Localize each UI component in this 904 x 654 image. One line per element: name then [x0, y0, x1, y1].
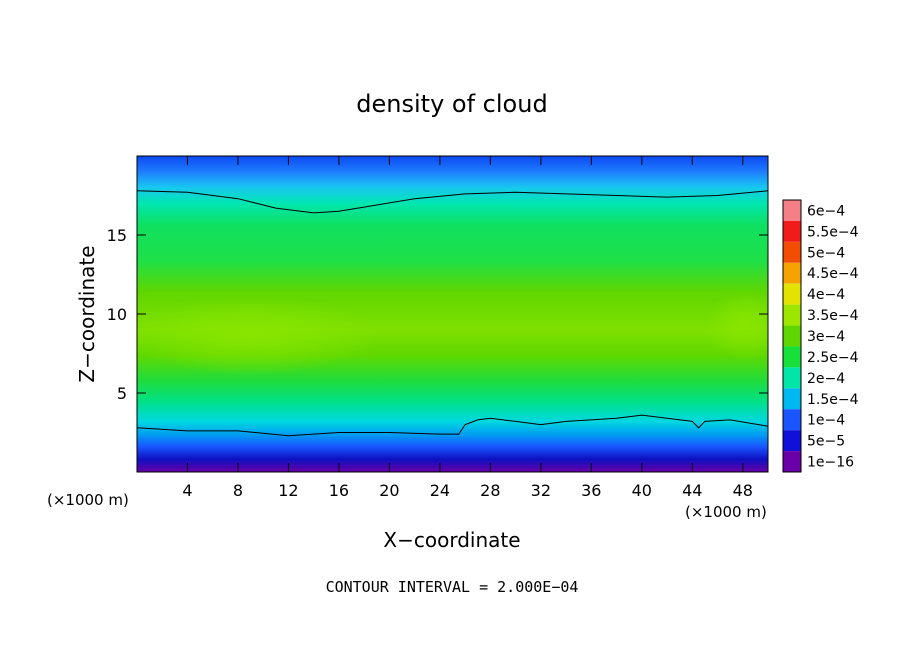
colorbar-label: 6e−4 — [807, 203, 845, 219]
low-density-spot — [222, 156, 362, 182]
contour-line-2 — [137, 414, 768, 437]
colorbar-swatch — [783, 283, 801, 305]
colorbar-swatch — [783, 430, 801, 452]
colorbar-swatch — [783, 325, 801, 347]
x-tick-label: 4 — [182, 481, 192, 500]
x-tick-label: 8 — [233, 481, 243, 500]
colorbar-label: 2e−4 — [807, 371, 845, 387]
colorbar-label: 1e−16 — [807, 455, 854, 471]
colorbar-swatch — [783, 451, 801, 472]
x-tick-label: 44 — [682, 481, 702, 500]
y-tick-label: 5 — [117, 384, 127, 403]
contour-lines — [137, 190, 768, 437]
chart-title: density of cloud — [356, 90, 547, 118]
x-tick-label: 28 — [480, 481, 500, 500]
contour-line-1 — [137, 190, 768, 214]
x-tick-label: 16 — [329, 481, 349, 500]
colorbar-swatch — [783, 241, 801, 263]
colorbar-label: 4.5e−4 — [807, 266, 859, 282]
high-density-region-left — [137, 295, 380, 375]
plot-area — [137, 156, 768, 472]
colorbar-label: 2.5e−4 — [807, 350, 859, 366]
x-tick-label: 24 — [430, 481, 450, 500]
colorbar-swatch — [783, 200, 801, 221]
x-axis: 4 8 12 16 20 24 28 32 36 40 44 48 — [182, 156, 753, 500]
colorbar-swatch — [783, 388, 801, 410]
colorbar-label: 5.5e−4 — [807, 224, 859, 240]
x-tick-label: 36 — [581, 481, 601, 500]
colorbar-swatch — [783, 220, 801, 242]
colorbar-swatch — [783, 346, 801, 368]
colorbar-label: 1e−4 — [807, 413, 845, 429]
colorbar-swatch — [783, 409, 801, 431]
contour-interval-note: CONTOUR INTERVAL = 2.000E−04 — [326, 578, 579, 596]
colorbar-frame — [782, 199, 802, 473]
y-tick-label: 15 — [107, 226, 127, 245]
x-tick-label: 20 — [379, 481, 399, 500]
colorbar-label: 1.5e−4 — [807, 392, 859, 408]
colorbar-swatch — [783, 367, 801, 389]
colorbar-label: 4e−4 — [807, 287, 845, 303]
colorbar-label: 5e−4 — [807, 245, 845, 261]
y-tick-label: 10 — [107, 305, 127, 324]
colorbar-label: 5e−5 — [807, 434, 845, 450]
x-tick-label: 12 — [278, 481, 298, 500]
x-axis-unit-right: (×1000 m) — [685, 503, 767, 521]
colorbar-swatch — [783, 304, 801, 326]
colorbar-swatch — [783, 262, 801, 284]
y-axis-label: Z−coordinate — [75, 245, 99, 382]
colorbar-label: 3e−4 — [807, 329, 845, 345]
x-axis-label: X−coordinate — [383, 528, 520, 552]
x-tick-label: 32 — [531, 481, 551, 500]
y-axis: 5 10 15 — [107, 226, 768, 403]
high-density-region-right — [705, 290, 768, 360]
x-axis-unit-left: (×1000 m) — [47, 491, 129, 509]
x-tick-label: 48 — [733, 481, 753, 500]
colorbar-label: 3.5e−4 — [807, 308, 859, 324]
colorbar: 6e−4 5.5e−4 5e−4 4.5e−4 4e−4 3.5e−4 3e−4 2.5e−4… — [782, 199, 859, 473]
x-tick-label: 40 — [632, 481, 652, 500]
